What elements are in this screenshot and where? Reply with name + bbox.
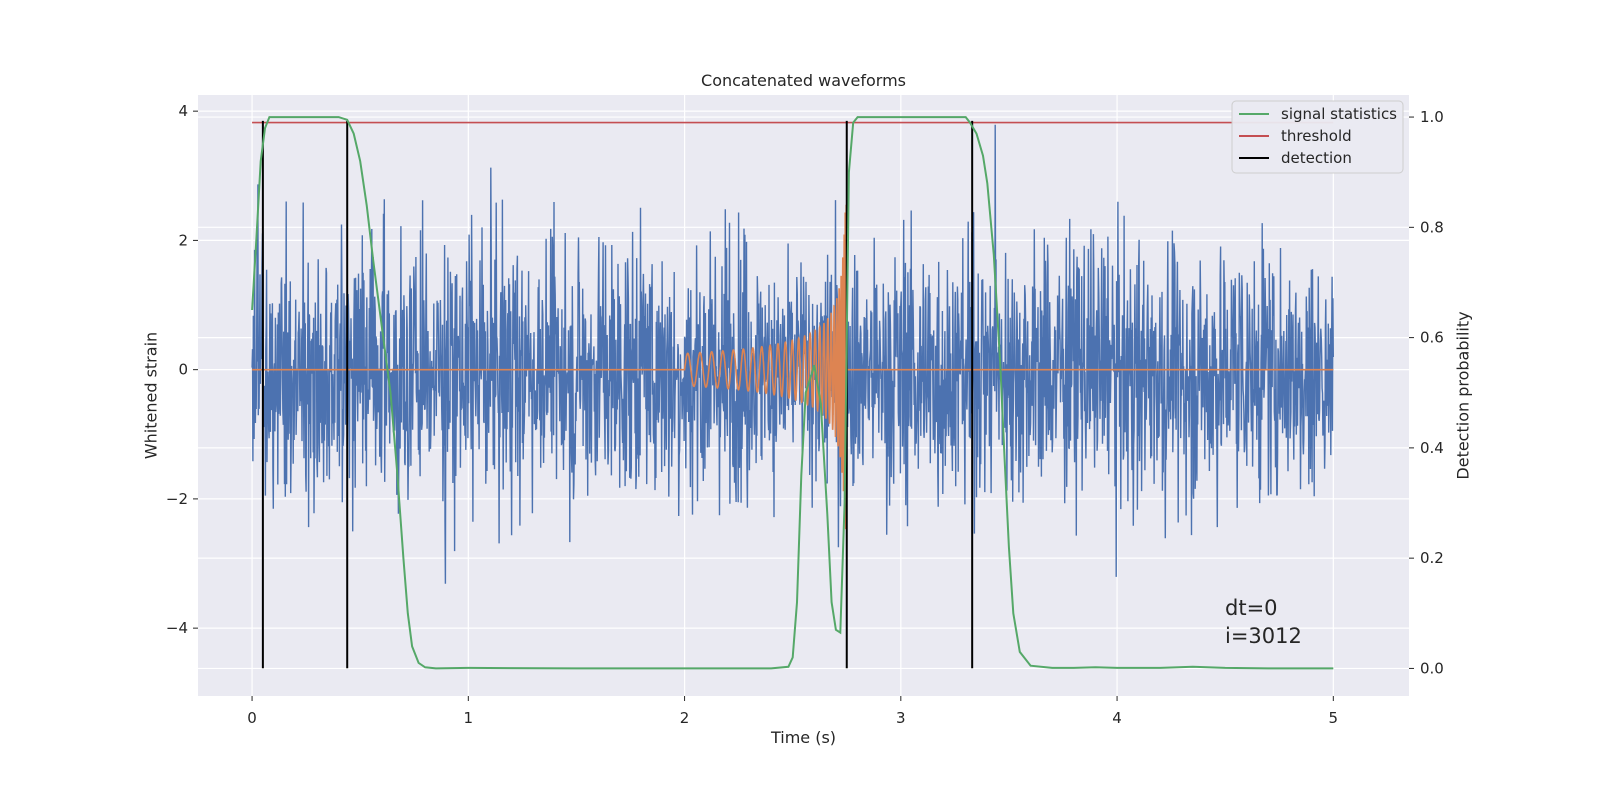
legend-label: detection xyxy=(1281,149,1352,167)
y-tick-label-left: −2 xyxy=(166,490,188,508)
template-line xyxy=(252,204,1334,530)
y-tick-label-left: 0 xyxy=(178,361,188,379)
y-axis-label-right: Detection probability xyxy=(1454,311,1473,479)
y-tick-label-left: 4 xyxy=(178,102,188,120)
y-axis-label-left: Whitened strain xyxy=(142,332,161,459)
strain-line xyxy=(251,124,1334,584)
x-tick-label: 4 xyxy=(1112,709,1122,727)
chart-title: Concatenated waveforms xyxy=(701,71,906,90)
legend: signal statistics threshold detection xyxy=(1231,100,1404,174)
legend-box xyxy=(1231,100,1404,174)
y-tick-label-right: 0.4 xyxy=(1420,439,1444,457)
y-tick-label-right: 0.2 xyxy=(1420,549,1444,567)
y-tick-label-right: 1.0 xyxy=(1420,108,1444,126)
y-tick-label-right: 0.8 xyxy=(1420,218,1444,236)
annotation-dt: dt=0 xyxy=(1225,596,1278,620)
x-axis-label: Time (s) xyxy=(770,728,836,747)
ticks: 0 1 2 3 4 5 4 2 0 −2 −4 1.0 0.8 0.6 0.4 0.2 0.0 xyxy=(166,102,1444,727)
template-series xyxy=(252,204,1334,530)
detection-series xyxy=(261,120,974,669)
annotation-index: i=3012 xyxy=(1225,624,1302,648)
y-tick-label-right: 0.0 xyxy=(1420,659,1444,677)
y-tick-label-left: 2 xyxy=(178,231,188,249)
legend-label: threshold xyxy=(1281,127,1352,145)
x-tick-label: 5 xyxy=(1329,709,1339,727)
x-tick-label: 2 xyxy=(680,709,690,727)
x-tick-label: 1 xyxy=(464,709,474,727)
x-tick-label: 0 xyxy=(247,709,257,727)
x-tick-label: 3 xyxy=(896,709,906,727)
signal-statistics-series xyxy=(251,116,1334,670)
y-tick-label-right: 0.6 xyxy=(1420,329,1444,347)
y-tick-label-left: −4 xyxy=(166,619,188,637)
legend-label: signal statistics xyxy=(1281,105,1397,123)
strain-series xyxy=(251,124,1334,584)
signal-statistics-line xyxy=(251,116,1334,670)
